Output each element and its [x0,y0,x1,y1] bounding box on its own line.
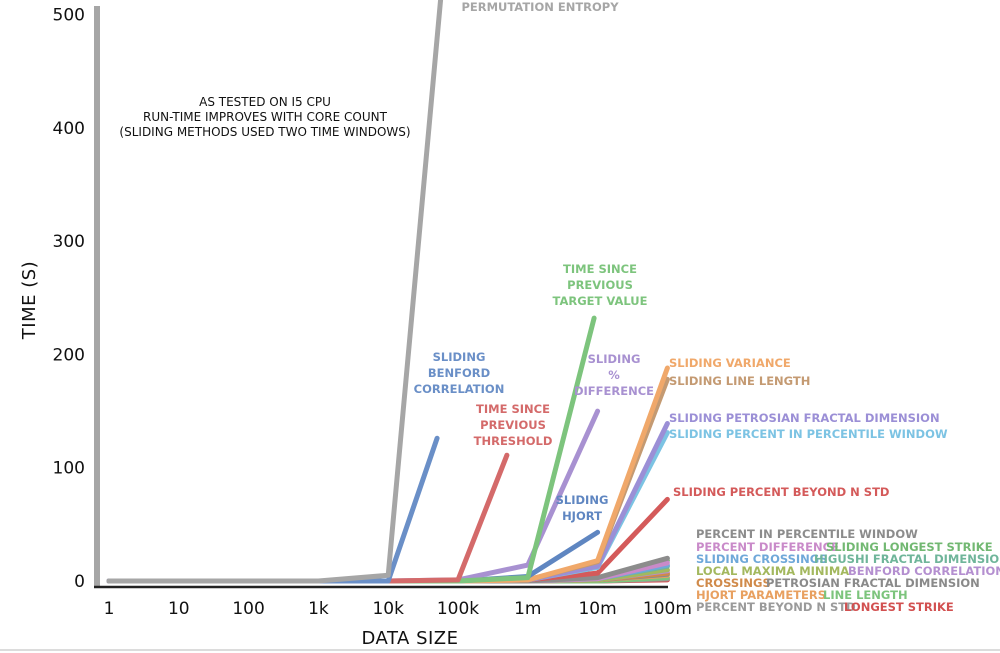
series-label-sliding-longest-strike: SLIDING LONGEST STRIKE [826,540,993,554]
series-label-sliding-percent-beyond-n-std: SLIDING PERCENT BEYOND N STD [673,485,889,499]
series-label-percent-in-percentile-window: PERCENT IN PERCENTILE WINDOW [696,527,918,541]
y-tick-label: 500 [53,6,85,26]
series-label-sliding-pct-difference: SLIDING% DIFFERENCE [574,352,654,398]
series-label-sliding-variance: SLIDING VARIANCE [669,356,791,370]
x-tick-label: 100k [437,599,479,619]
series-label-sliding-petrosian-fractal-dimension: SLIDING PETROSIAN FRACTAL DIMENSION [669,411,940,425]
series-label-permutation-entropy: PERMUTATION ENTROPY [461,0,619,14]
series-label-percent-beyond-n-std: PERCENT BEYOND N STD [696,600,856,614]
series-label-layer: PERMUTATION ENTROPY SLIDING BENFORD CORRELA… [414,0,1000,614]
series-label-sliding-percent-in-percentile-window: SLIDING PERCENT IN PERCENTILE WINDOW [669,427,948,441]
x-tick-label: 1 [104,599,115,619]
series-label-higushi-fractal-dimension: HIGUSHI FRACTAL DIMENSION [814,552,1000,566]
x-tick-label: 10k [372,599,404,619]
series-label-time-since-previous-threshold: TIME SINCE PREVIOUS THRESHOLD [474,402,553,448]
series-line-permutation-entropy [106,0,444,584]
y-tick-label: 400 [53,119,85,139]
series-label-sliding-crossings: SLIDING CROSSINGS [696,552,828,566]
y-tick-label: 100 [53,459,85,479]
x-tick-label: 100 [232,599,264,619]
annotation-line: AS TESTED ON I5 CPU [199,95,331,109]
series-label-benford-correlation: BENFORD CORRELATION [848,564,1000,578]
series-layer [106,0,670,584]
x-tick-label: 1m [514,599,541,619]
series-label-sliding-hjort: SLIDING HJORT [556,493,609,523]
x-tick-label: 10 [168,599,190,619]
series-label-percent-difference: PERCENT DIFFERENCE [696,540,839,554]
series-label-sliding-line-length: SLIDING LINE LENGTH [669,374,810,388]
series-label-crossings: CROSSINGS [696,576,771,590]
y-axis-title: TIME (S) [19,261,40,340]
series-label-sliding-benford-correlation: SLIDING BENFORD CORRELATION [414,350,505,396]
annotation-line: (SLIDING METHODS USED TWO TIME WINDOWS) [119,125,410,139]
x-axis-title: DATA SIZE [361,628,458,649]
series-label-hjort-parameters: HJORT PARAMETERS [696,588,826,602]
series-label-longest-strike: LONGEST STRIKE [844,600,954,614]
annotation-line: RUN-TIME IMPROVES WITH CORE COUNT [143,110,388,124]
y-tick-label: 0 [74,572,85,592]
series-line-time-since-previous-threshold [106,452,510,584]
x-tick-label: 10m [578,599,616,619]
series-label-time-since-previous-target-value: TIME SINCE PREVIOUS TARGET VALUE [553,262,648,308]
series-line-time-since-previous-target-value [106,315,597,584]
series-label-line-length: LINE LENGTH [823,588,908,602]
x-tick-label: 100m [643,599,692,619]
series-line-sliding-hjort [106,529,601,584]
y-tick-label: 300 [53,232,85,252]
x-tick-label: 1k [308,599,329,619]
y-tick-label: 200 [53,345,85,365]
series-label-petrosian-fractal-dimension: PETROSIAN FRACTAL DIMENSION [766,576,980,590]
tick-layer: 1 10 100 1k 10k 100k 1m 10m 100m 0 100 200 300 400 500 [53,6,692,620]
series-label-local-maxima-minima: LOCAL MAXIMA MINIMA [696,564,849,578]
